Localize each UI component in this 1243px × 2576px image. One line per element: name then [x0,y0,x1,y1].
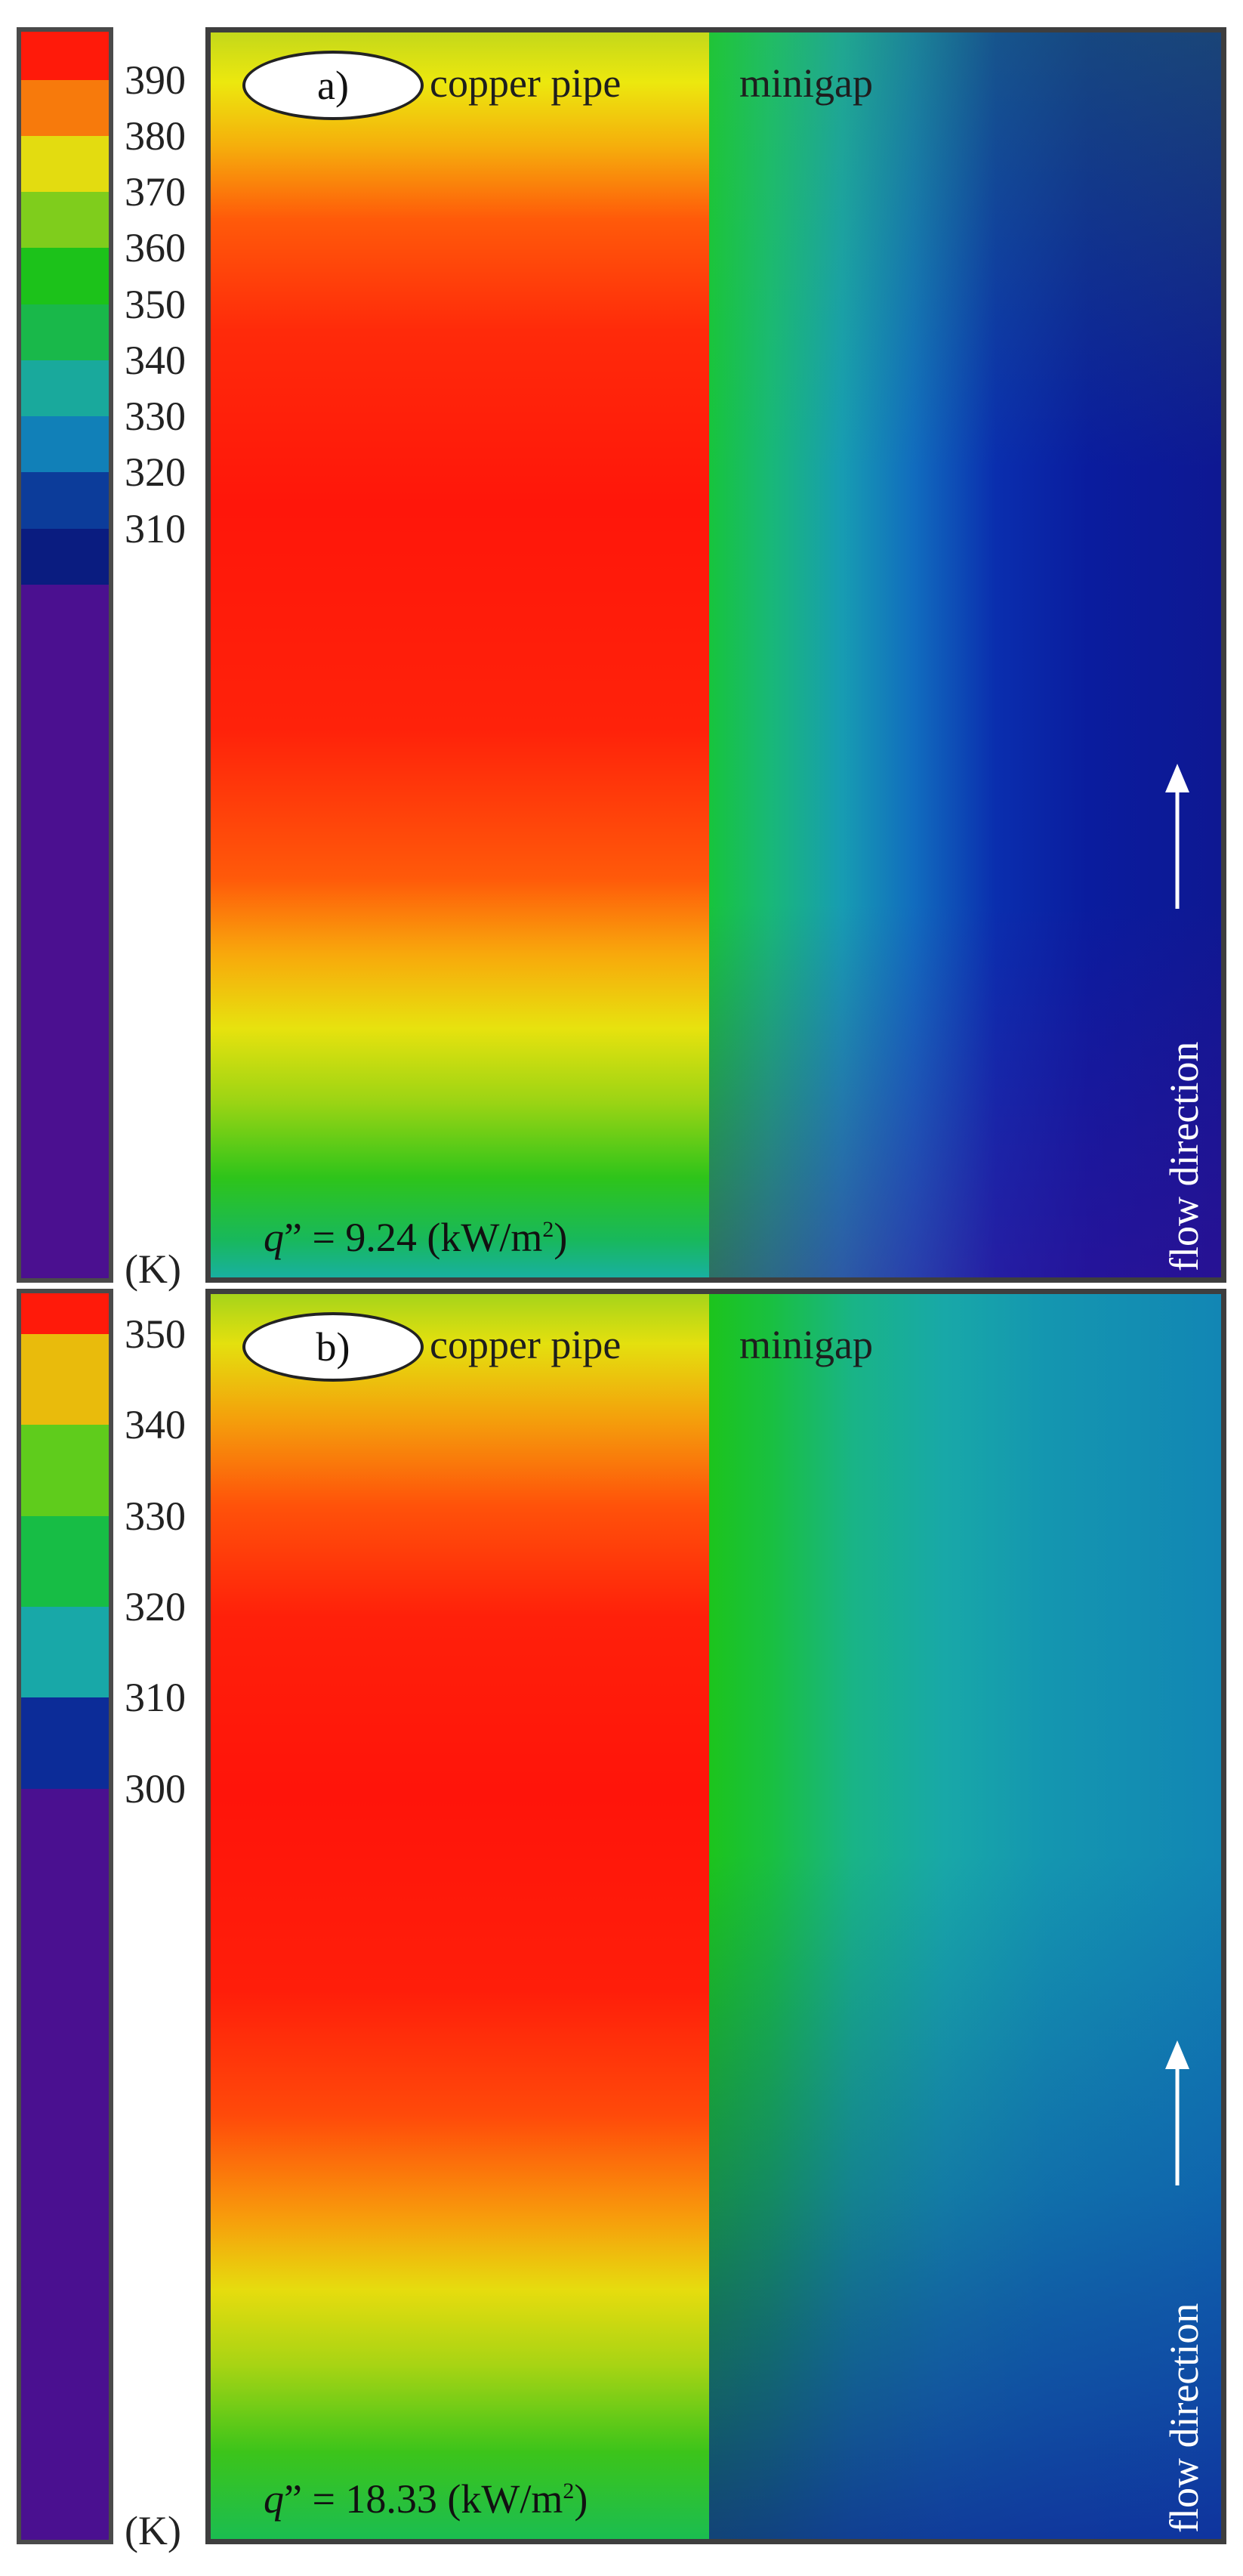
flow-direction-label-a: flow direction [1161,1041,1207,1271]
colorbar-tick-label: 300 [125,1765,186,1812]
colorbar-segment [21,1606,109,1699]
colorbar-segment [21,32,109,81]
panel-label-b: b) [242,1312,424,1382]
colorbar-tick-label: 390 [125,57,186,103]
colorbar-unit-b: (K) [125,2508,181,2553]
colorbar-segment [21,1425,109,1517]
minigap-region-a [709,32,1221,1277]
colorbar-b [17,1289,113,2544]
panel-label-a: a) [242,51,424,120]
heat-flux-label-b: q” = 18.33 (kW/m2) [264,2476,588,2522]
colorbar-tick-label: 330 [125,1493,186,1539]
colorbar-tick-label: 310 [125,1675,186,1721]
colorbar-tick-label: 310 [125,505,186,551]
colorbar-segment [21,304,109,361]
colorbar-segment [21,472,109,530]
colorbar-a [17,27,113,1283]
flow-arrow-a [1147,758,1208,909]
colorbar-segment [21,1515,109,1608]
colorbar-unit-a: (K) [125,1246,181,1292]
flow-arrow-b [1147,2034,1208,2185]
colorbar-segment [21,248,109,305]
copper-pipe-region-a [211,32,709,1277]
minigap-label-b: minigap [739,1322,873,1367]
colorbar-segment [21,360,109,418]
panel-a: 390 380 370 360 350 340 330 320 310 (K) a) coppe… [0,23,1243,1290]
colorbar-tick-label: 340 [125,1402,186,1448]
colorbar-tick-label: 350 [125,1311,186,1357]
colorbar-segment [21,79,109,137]
colorbar-tick-label: 380 [125,113,186,159]
panel-b: 350 340 330 320 310 300 (K) b) copper pipe mi… [0,1284,1243,2551]
colorbar-segment [21,1333,109,1426]
minigap-label-a: minigap [739,60,873,106]
temperature-field-b: b) copper pipe minigap q” = 18.33 (kW/m2… [205,1289,1226,2544]
copper-pipe-label-a: copper pipe [430,60,622,106]
arrow-up-icon [1165,2040,1189,2185]
colorbar-segment [21,416,109,474]
colorbar-tick-label: 320 [125,1583,186,1629]
colorbar-tick-label: 360 [125,225,186,271]
colorbar-tick-label: 350 [125,281,186,327]
colorbar-tick-label: 330 [125,394,186,440]
colorbar-segment [21,1697,109,1790]
colorbar-segment [21,1788,109,2540]
temperature-field-a: a) copper pipe minigap q” = 9.24 (kW/m2)… [205,27,1226,1283]
colorbar-segment [21,584,109,1278]
colorbar-segment [21,1293,109,1335]
colorbar-segment [21,135,109,193]
arrow-up-icon [1165,764,1189,909]
colorbar-tick-label: 370 [125,169,186,215]
colorbar-tick-label: 320 [125,449,186,496]
flow-direction-label-b: flow direction [1161,2303,1207,2533]
heat-flux-label-a: q” = 9.24 (kW/m2) [264,1215,568,1260]
copper-pipe-region-b [211,1294,709,2539]
colorbar-segment [21,528,109,585]
colorbar-tick-label: 340 [125,337,186,383]
copper-pipe-label-b: copper pipe [430,1322,622,1367]
colorbar-segment [21,192,109,249]
